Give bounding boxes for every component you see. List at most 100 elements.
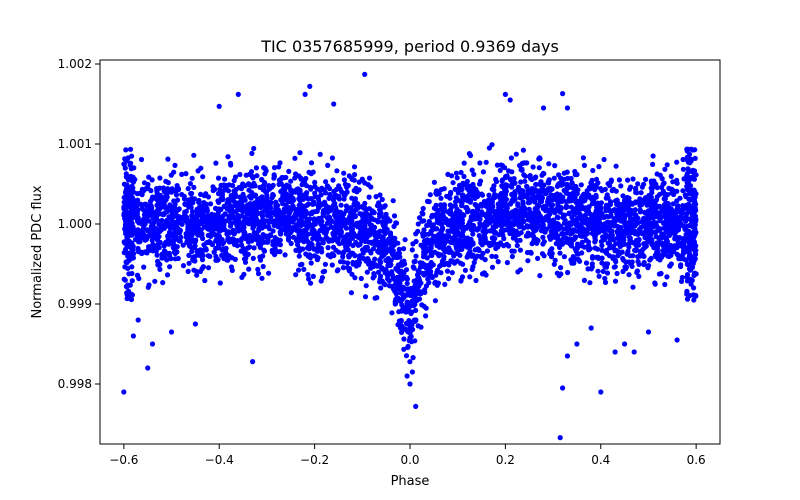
data-point bbox=[248, 169, 255, 175]
data-point bbox=[498, 205, 504, 211]
data-point bbox=[688, 259, 694, 265]
data-point bbox=[601, 237, 608, 243]
data-point bbox=[362, 205, 368, 211]
data-point bbox=[330, 244, 337, 250]
data-point bbox=[446, 219, 452, 225]
data-point bbox=[146, 218, 152, 224]
data-point bbox=[459, 203, 465, 209]
data-point bbox=[125, 253, 131, 259]
data-point bbox=[213, 223, 219, 229]
data-point bbox=[259, 225, 265, 231]
data-point bbox=[503, 186, 509, 192]
data-point bbox=[457, 252, 463, 258]
data-point bbox=[269, 249, 275, 255]
data-point bbox=[407, 359, 413, 365]
data-point bbox=[261, 248, 268, 254]
data-point bbox=[493, 245, 499, 252]
data-point bbox=[447, 191, 454, 197]
data-point bbox=[201, 200, 207, 206]
data-point bbox=[298, 207, 304, 213]
data-point bbox=[375, 269, 382, 275]
data-point bbox=[207, 220, 213, 227]
data-point bbox=[623, 259, 629, 265]
data-point bbox=[185, 268, 191, 274]
data-point bbox=[431, 212, 437, 218]
data-point bbox=[533, 181, 539, 188]
data-point bbox=[604, 270, 611, 276]
data-point bbox=[665, 253, 671, 259]
data-point bbox=[517, 247, 524, 253]
data-point bbox=[627, 186, 633, 192]
data-point bbox=[680, 215, 686, 222]
data-point bbox=[126, 271, 132, 277]
data-point bbox=[462, 267, 468, 273]
data-point bbox=[161, 185, 167, 191]
data-point bbox=[433, 188, 440, 194]
data-point bbox=[249, 189, 255, 196]
data-point bbox=[464, 178, 470, 184]
data-point bbox=[246, 209, 252, 215]
data-point bbox=[305, 253, 311, 259]
data-point bbox=[179, 171, 185, 177]
data-point bbox=[277, 160, 283, 166]
data-point bbox=[180, 263, 187, 269]
data-point bbox=[527, 199, 533, 205]
data-point bbox=[679, 211, 685, 217]
data-point bbox=[626, 241, 632, 247]
data-point bbox=[491, 195, 497, 201]
data-point bbox=[385, 262, 391, 268]
data-point bbox=[134, 228, 141, 234]
data-point bbox=[389, 269, 395, 275]
data-point bbox=[674, 159, 680, 165]
data-point bbox=[195, 232, 201, 238]
data-point bbox=[618, 183, 624, 189]
data-point bbox=[693, 293, 699, 299]
data-point bbox=[453, 195, 459, 201]
data-point bbox=[622, 341, 628, 347]
data-point bbox=[483, 272, 489, 278]
data-point bbox=[195, 208, 201, 215]
data-point bbox=[573, 221, 579, 227]
data-point bbox=[325, 252, 331, 258]
data-point bbox=[402, 237, 408, 243]
data-point bbox=[371, 210, 377, 216]
data-point bbox=[433, 272, 439, 278]
data-point bbox=[519, 218, 525, 225]
data-point bbox=[323, 179, 329, 185]
data-point bbox=[461, 238, 467, 244]
data-point bbox=[365, 231, 371, 237]
data-point bbox=[381, 204, 387, 210]
data-point bbox=[385, 255, 391, 262]
data-point bbox=[263, 204, 269, 210]
data-point bbox=[364, 269, 370, 275]
data-point bbox=[272, 235, 278, 241]
data-point bbox=[426, 218, 432, 225]
data-point bbox=[315, 255, 321, 261]
data-point bbox=[159, 211, 165, 217]
data-point bbox=[563, 235, 569, 241]
data-point bbox=[503, 174, 509, 180]
data-point bbox=[413, 403, 419, 409]
data-point bbox=[329, 262, 335, 268]
data-point bbox=[196, 204, 202, 210]
data-point bbox=[560, 385, 566, 391]
data-point bbox=[506, 168, 512, 174]
data-point bbox=[308, 160, 315, 166]
data-point bbox=[608, 228, 614, 234]
data-point bbox=[178, 234, 184, 240]
data-point bbox=[620, 230, 626, 236]
data-point bbox=[609, 245, 616, 251]
data-point bbox=[547, 251, 553, 257]
data-point bbox=[155, 243, 161, 249]
data-point bbox=[420, 233, 426, 239]
data-point bbox=[607, 201, 614, 207]
data-point bbox=[664, 238, 670, 244]
data-point bbox=[446, 276, 452, 282]
data-point bbox=[237, 171, 243, 178]
data-point bbox=[460, 261, 466, 267]
data-point bbox=[501, 236, 507, 242]
data-point bbox=[520, 188, 526, 194]
data-point bbox=[330, 177, 336, 183]
data-point bbox=[418, 324, 424, 330]
data-point bbox=[404, 373, 410, 379]
